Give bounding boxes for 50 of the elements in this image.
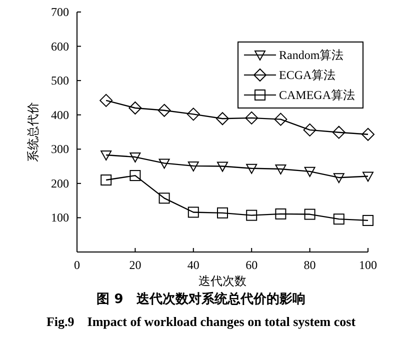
y-tick-label: 200 — [51, 176, 69, 190]
legend-label: ECGA算法 — [279, 68, 336, 82]
x-tick-label: 100 — [359, 258, 377, 272]
point — [217, 207, 228, 218]
point — [362, 128, 374, 141]
point — [304, 166, 316, 177]
y-tick-label: 300 — [51, 142, 69, 156]
point — [186, 108, 200, 121]
point — [100, 150, 112, 160]
y-axis-title: 系统总代价 — [26, 102, 40, 162]
point — [188, 161, 199, 172]
y-tick-label: 400 — [51, 108, 69, 122]
x-axis-title: 迭代次数 — [198, 274, 246, 288]
point — [216, 112, 229, 126]
point — [275, 208, 286, 220]
point — [275, 164, 286, 175]
point — [128, 102, 142, 114]
point — [274, 112, 288, 126]
point — [304, 208, 316, 220]
x-tick-label: 40 — [187, 258, 200, 272]
x-tick-label: 60 — [246, 258, 258, 272]
y-tick-label: 500 — [51, 74, 69, 88]
x-tick-label: 80 — [304, 258, 316, 272]
point — [130, 152, 141, 163]
point — [130, 170, 141, 182]
y-tick-label: 100 — [51, 210, 69, 225]
point — [100, 174, 112, 186]
point — [246, 210, 258, 221]
text: 图 9 迭代次数对系统总代价的影响 — [96, 291, 306, 307]
y-tick-label: 700 — [51, 5, 69, 19]
point — [158, 192, 170, 204]
point — [362, 214, 374, 226]
point — [333, 173, 344, 184]
point — [332, 126, 346, 139]
y-tick-label: 600 — [51, 39, 69, 54]
point — [158, 158, 170, 169]
point — [333, 214, 344, 225]
point — [188, 206, 199, 218]
legend-label: CAMEGA算法 — [279, 88, 356, 102]
legend-label: Random算法 — [279, 48, 344, 62]
point — [362, 172, 374, 182]
point — [217, 162, 228, 172]
point — [158, 104, 171, 117]
point — [246, 164, 258, 174]
x-tick-label: 0 — [74, 258, 80, 272]
point — [303, 123, 316, 136]
point — [245, 111, 258, 124]
point — [100, 94, 113, 107]
text: Fig.9 Impact of workload changes on total system cost — [46, 314, 356, 329]
x-tick-label: 20 — [129, 258, 142, 272]
